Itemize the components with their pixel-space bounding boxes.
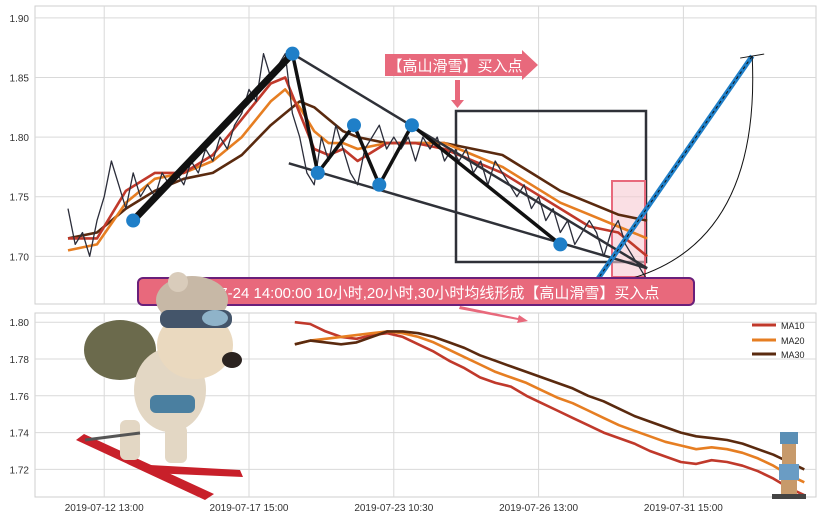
pixel-skier-sprite [772,432,806,499]
legend-label-ma30: MA30 [781,350,805,360]
banner-arrow-icon [459,306,528,323]
price-ytick-label: 1.85 [10,74,30,85]
banner-box [137,277,695,306]
ma-ytick-label: 1.80 [10,318,30,329]
x-tick-label: 2019-07-17 15:00 [210,503,289,514]
trendline-0 [291,52,648,270]
zigzag-segment [410,123,563,247]
price-ytick-label: 1.75 [10,193,30,204]
ma-series-group [294,320,805,497]
legend-label-ma10: MA10 [781,321,805,331]
pivot-point [372,177,387,192]
pivot-point [404,118,419,133]
ma-ytick-label: 1.76 [10,392,30,403]
pivot-point [310,165,325,180]
x-tick-label: 2019-07-12 13:00 [65,503,144,514]
zigzag-segment [290,51,320,175]
projection-dash [592,55,753,287]
legend: MA10 MA20 MA30 [752,321,805,360]
zigzag-segment [129,50,296,225]
skiing-dog-illustration [76,272,243,500]
x-tick-label: 2019-07-31 15:00 [644,503,723,514]
pivot-point [285,46,300,61]
x-tick-label: 2019-07-26 13:00 [499,503,578,514]
pivot-point [346,118,361,133]
top-annotation-arrow [385,50,538,80]
down-arrow-icon [451,80,464,108]
price-ytick-label: 1.80 [10,133,30,144]
price-series-group [67,46,765,288]
ma-series-ma30 [294,330,805,471]
zigzag-segment [377,123,414,187]
banner-annotation: 2019-07-24 14:00:00 10小时,20小时,30小时均线形成【高… [137,277,695,323]
x-tick-label: 2019-07-23 10:30 [354,503,433,514]
price-ytick-label: 1.70 [10,252,30,263]
legend-label-ma20: MA20 [781,336,805,346]
price-panel-series-price [67,53,648,281]
ma-ytick-label: 1.74 [10,429,30,440]
price-panel [34,5,817,305]
top-annotation-label: 【高山滑雪】买入点 [387,58,522,75]
zigzag-segment [316,123,356,175]
trendline-1 [288,162,648,270]
ma-series-ma20 [294,330,805,484]
price-ytick-label: 1.90 [10,14,30,25]
banner-label: 2019-07-24 14:00:00 10小时,20小时,30小时均线形成【高… [173,285,660,302]
ma-ytick-label: 1.78 [10,355,30,366]
pivot-point [126,213,141,228]
zigzag-segment [352,123,382,187]
pivot-point [553,237,568,252]
projection-cap [740,53,765,59]
ma-ytick-label: 1.72 [10,465,30,476]
top-annotation: 【高山滑雪】买入点 [385,50,538,108]
